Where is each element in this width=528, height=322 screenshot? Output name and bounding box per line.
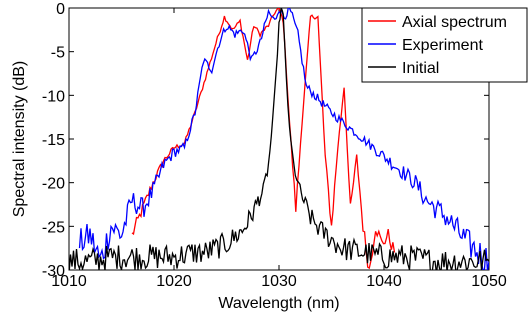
x-tick-label: 1010 <box>51 273 87 290</box>
y-axis-label: Spectral intensity (dB) <box>11 61 28 218</box>
series-line-axial-spectrum <box>131 8 396 270</box>
x-tick-label: 1030 <box>261 273 297 290</box>
series-lines <box>69 8 489 270</box>
x-tick-label: 1040 <box>366 273 402 290</box>
legend-label: Axial spectrum <box>402 14 507 31</box>
y-tick-label: -25 <box>42 219 65 236</box>
y-tick-label: -30 <box>42 263 65 280</box>
y-tick-label: 0 <box>56 1 65 18</box>
legend-label: Initial <box>402 60 439 77</box>
legend-label: Experiment <box>402 37 483 54</box>
y-tick-label: -5 <box>51 45 65 62</box>
legend: Axial spectrum Experiment Initial <box>361 7 528 83</box>
x-axis-label: Wavelength (nm) <box>218 295 339 312</box>
x-tick-label: 1050 <box>471 273 507 290</box>
y-tick-label: -15 <box>42 132 65 149</box>
y-tick-label: -10 <box>42 88 65 105</box>
x-tick-label: 1020 <box>156 273 192 290</box>
axis-ticks: 1010 1020 1030 1040 1050 0 -5 -10 -15 -20 -25 -30 <box>42 1 507 290</box>
y-tick-label: -20 <box>42 176 65 193</box>
series-line-initial <box>69 8 489 270</box>
